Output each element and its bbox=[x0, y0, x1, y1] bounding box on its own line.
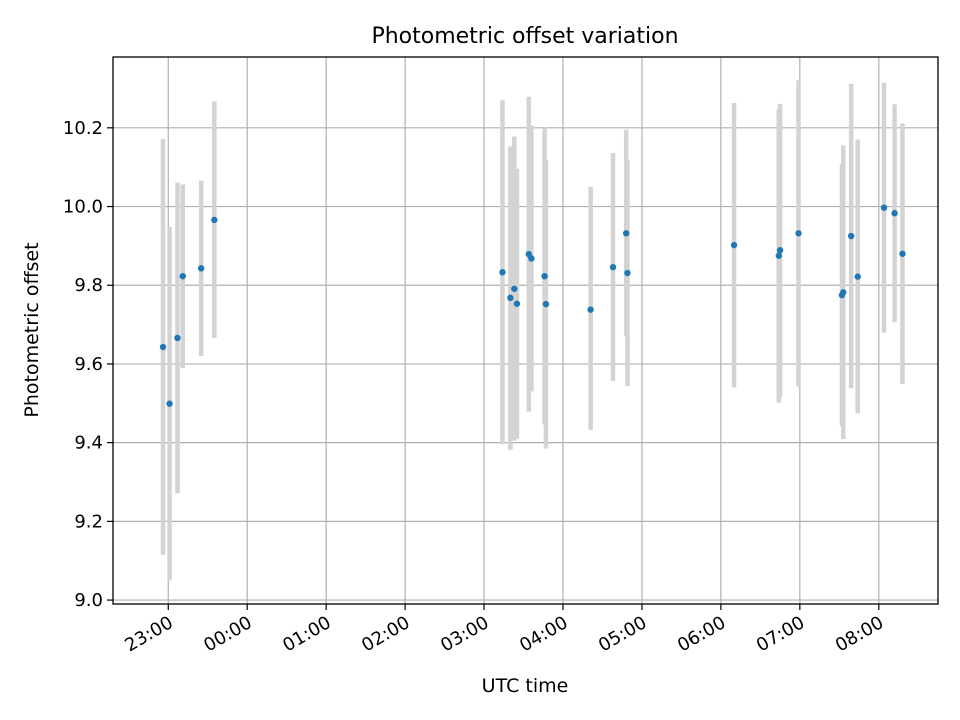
data-point bbox=[891, 210, 898, 217]
data-point bbox=[541, 272, 548, 280]
data-point bbox=[609, 263, 617, 271]
data-point bbox=[775, 252, 782, 259]
y-tick-label: 9.0 bbox=[74, 590, 103, 611]
data-point bbox=[179, 272, 186, 280]
data-point bbox=[166, 400, 173, 407]
data-point bbox=[840, 289, 847, 296]
data-point bbox=[854, 273, 861, 280]
data-point bbox=[174, 334, 181, 342]
y-tick-label: 9.6 bbox=[74, 354, 103, 375]
data-point bbox=[507, 294, 514, 302]
chart-title: Photometric offset variation bbox=[371, 24, 678, 49]
gridlines bbox=[113, 57, 938, 604]
x-axis-label: UTC time bbox=[482, 675, 569, 697]
data-point bbox=[880, 204, 888, 211]
data-point bbox=[159, 343, 167, 351]
y-axis-ticks: 9.0 9.2 9.4 9.6 9.8 10.0 10.2 bbox=[63, 118, 113, 611]
data-point bbox=[513, 300, 521, 307]
data-points bbox=[159, 204, 906, 407]
data-point bbox=[211, 216, 218, 224]
data-point bbox=[542, 300, 550, 308]
data-point bbox=[776, 247, 784, 254]
data-point bbox=[624, 269, 631, 277]
plot-frame bbox=[112, 56, 939, 605]
data-point bbox=[847, 232, 855, 240]
data-point bbox=[730, 241, 738, 249]
data-point bbox=[795, 230, 802, 237]
data-point bbox=[622, 230, 630, 237]
data-point bbox=[899, 250, 906, 257]
data-point bbox=[197, 265, 205, 272]
data-point bbox=[528, 255, 535, 262]
y-tick-label: 9.2 bbox=[74, 511, 103, 532]
data-point bbox=[511, 285, 518, 292]
y-axis-label: Photometric offset bbox=[21, 242, 43, 417]
y-tick-label: 9.4 bbox=[74, 433, 103, 454]
data-point bbox=[499, 269, 506, 276]
y-tick-label: 10.2 bbox=[63, 118, 103, 139]
y-tick-label: 9.8 bbox=[74, 275, 103, 296]
data-point bbox=[587, 306, 594, 313]
y-tick-label: 10.0 bbox=[63, 197, 103, 218]
